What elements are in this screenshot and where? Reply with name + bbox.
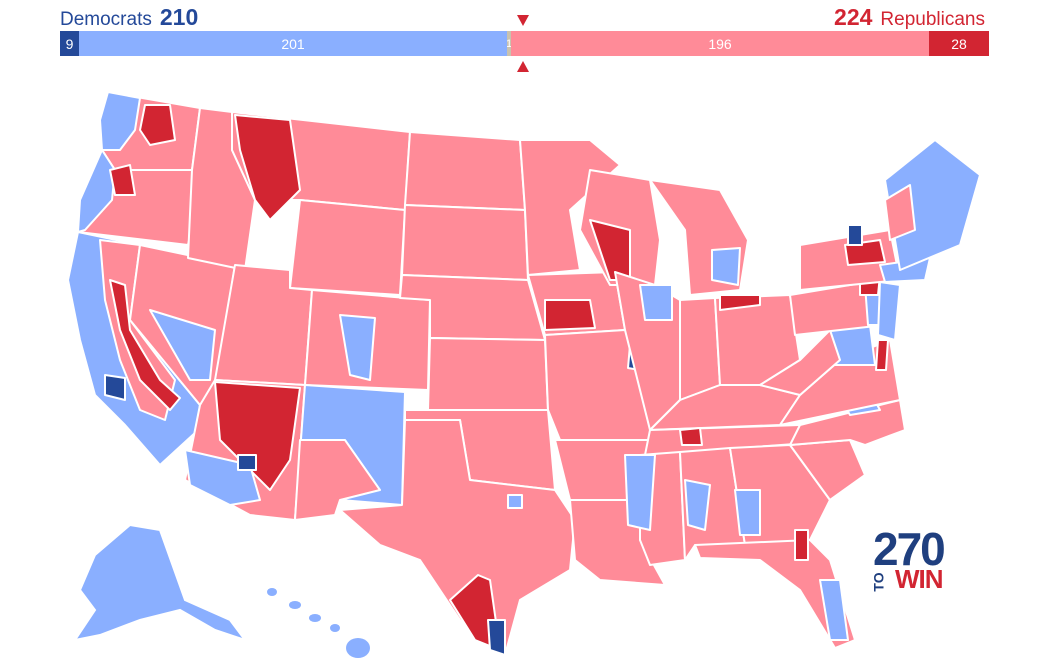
district-al-dem[interactable]: [684, 479, 711, 531]
state-alaska[interactable]: [72, 523, 248, 642]
district-tx-safe-rep[interactable]: [449, 574, 501, 651]
state-indiana[interactable]: [679, 297, 721, 401]
majority-marker-top-icon: [517, 15, 529, 26]
hawaii-island-4[interactable]: [330, 624, 340, 632]
hawaii[interactable]: [267, 588, 370, 658]
state-new-jersey[interactable]: [877, 281, 901, 341]
bar-safe-dem-count: 9: [65, 35, 74, 52]
democrats-total: 210: [159, 4, 199, 30]
district-co-dem[interactable]: [339, 314, 376, 381]
district-ia-safe-rep[interactable]: [544, 299, 596, 331]
district-az-safe-dem[interactable]: [237, 454, 257, 471]
bar-tossup[interactable]: 1: [507, 31, 511, 56]
district-wa-safe-rep[interactable]: [139, 104, 176, 146]
district-mi-detroit[interactable]: [711, 247, 741, 286]
district-az-safe-rep[interactable]: [214, 381, 301, 491]
us-house-map[interactable]: [0, 80, 1050, 670]
state-west-virginia[interactable]: [759, 329, 841, 396]
bar-tossup-count: 1: [507, 37, 511, 50]
state-texas[interactable]: [339, 419, 576, 656]
district-il-chicago[interactable]: [639, 284, 673, 321]
bar-safe-rep-count: 28: [951, 35, 967, 52]
district-fl-dem[interactable]: [819, 579, 849, 641]
state-new-england[interactable]: [884, 139, 981, 271]
state-south-dakota[interactable]: [401, 204, 529, 281]
republicans-total: 224: [834, 4, 873, 30]
hawaii-island-1[interactable]: [267, 588, 277, 596]
district-ny-safe-dem[interactable]: [847, 224, 863, 246]
hawaii-island-3[interactable]: [309, 614, 321, 622]
district-mt-safe-rep[interactable]: [234, 114, 301, 221]
republicans-label: Republicans: [880, 9, 985, 30]
district-ny-safe-rep[interactable]: [844, 239, 886, 266]
bar-likely-rep-count: 196: [708, 35, 732, 52]
district-de-safe-rep[interactable]: [875, 339, 889, 371]
hawaii-island-5[interactable]: [346, 638, 370, 658]
bar-likely-dem-count: 201: [281, 35, 305, 52]
state-kansas[interactable]: [427, 337, 549, 411]
district-ca-safe-dem[interactable]: [104, 374, 126, 401]
state-north-dakota[interactable]: [404, 131, 526, 211]
district-oh-safe-rep[interactable]: [719, 294, 761, 311]
district-fl-safe-rep[interactable]: [794, 529, 809, 561]
district-tx-safe-dem[interactable]: [487, 619, 506, 656]
logo-number: 270: [873, 523, 946, 575]
bar-safe-dem[interactable]: 9: [60, 31, 79, 56]
democrats-label: Democrats: [60, 9, 152, 30]
seat-count-bar: 9 201 1 196 28: [60, 31, 989, 56]
state-florida[interactable]: [694, 539, 856, 649]
lower-48-states: [67, 91, 981, 656]
democrats-header: Democrats 210: [60, 4, 198, 31]
logo-win: WIN: [895, 564, 944, 594]
bar-likely-dem[interactable]: 201: [79, 31, 507, 56]
district-ne-rep[interactable]: [884, 184, 916, 241]
270towin-logo[interactable]: 270 TO WIN: [870, 523, 946, 594]
republicans-header: 224 Republicans: [834, 4, 985, 31]
district-tx-metro-dem[interactable]: [507, 494, 523, 509]
logo-to: TO: [870, 572, 887, 592]
bar-likely-rep[interactable]: 196: [511, 31, 929, 56]
hawaii-island-2[interactable]: [289, 601, 301, 609]
district-ga-dem[interactable]: [734, 489, 761, 536]
state-wyoming[interactable]: [289, 199, 406, 296]
district-nm-south[interactable]: [294, 439, 381, 521]
district-wa-west[interactable]: [99, 91, 141, 151]
bar-safe-rep[interactable]: 28: [929, 31, 989, 56]
district-or-safe-rep[interactable]: [109, 164, 136, 196]
majority-marker-bottom-icon: [517, 61, 529, 72]
district-nv-south[interactable]: [149, 309, 216, 381]
district-ms-dem[interactable]: [624, 454, 656, 531]
alaska[interactable]: [72, 523, 248, 642]
district-ca-safe-rep[interactable]: [109, 279, 181, 411]
district-tn-safe-rep[interactable]: [679, 427, 703, 446]
